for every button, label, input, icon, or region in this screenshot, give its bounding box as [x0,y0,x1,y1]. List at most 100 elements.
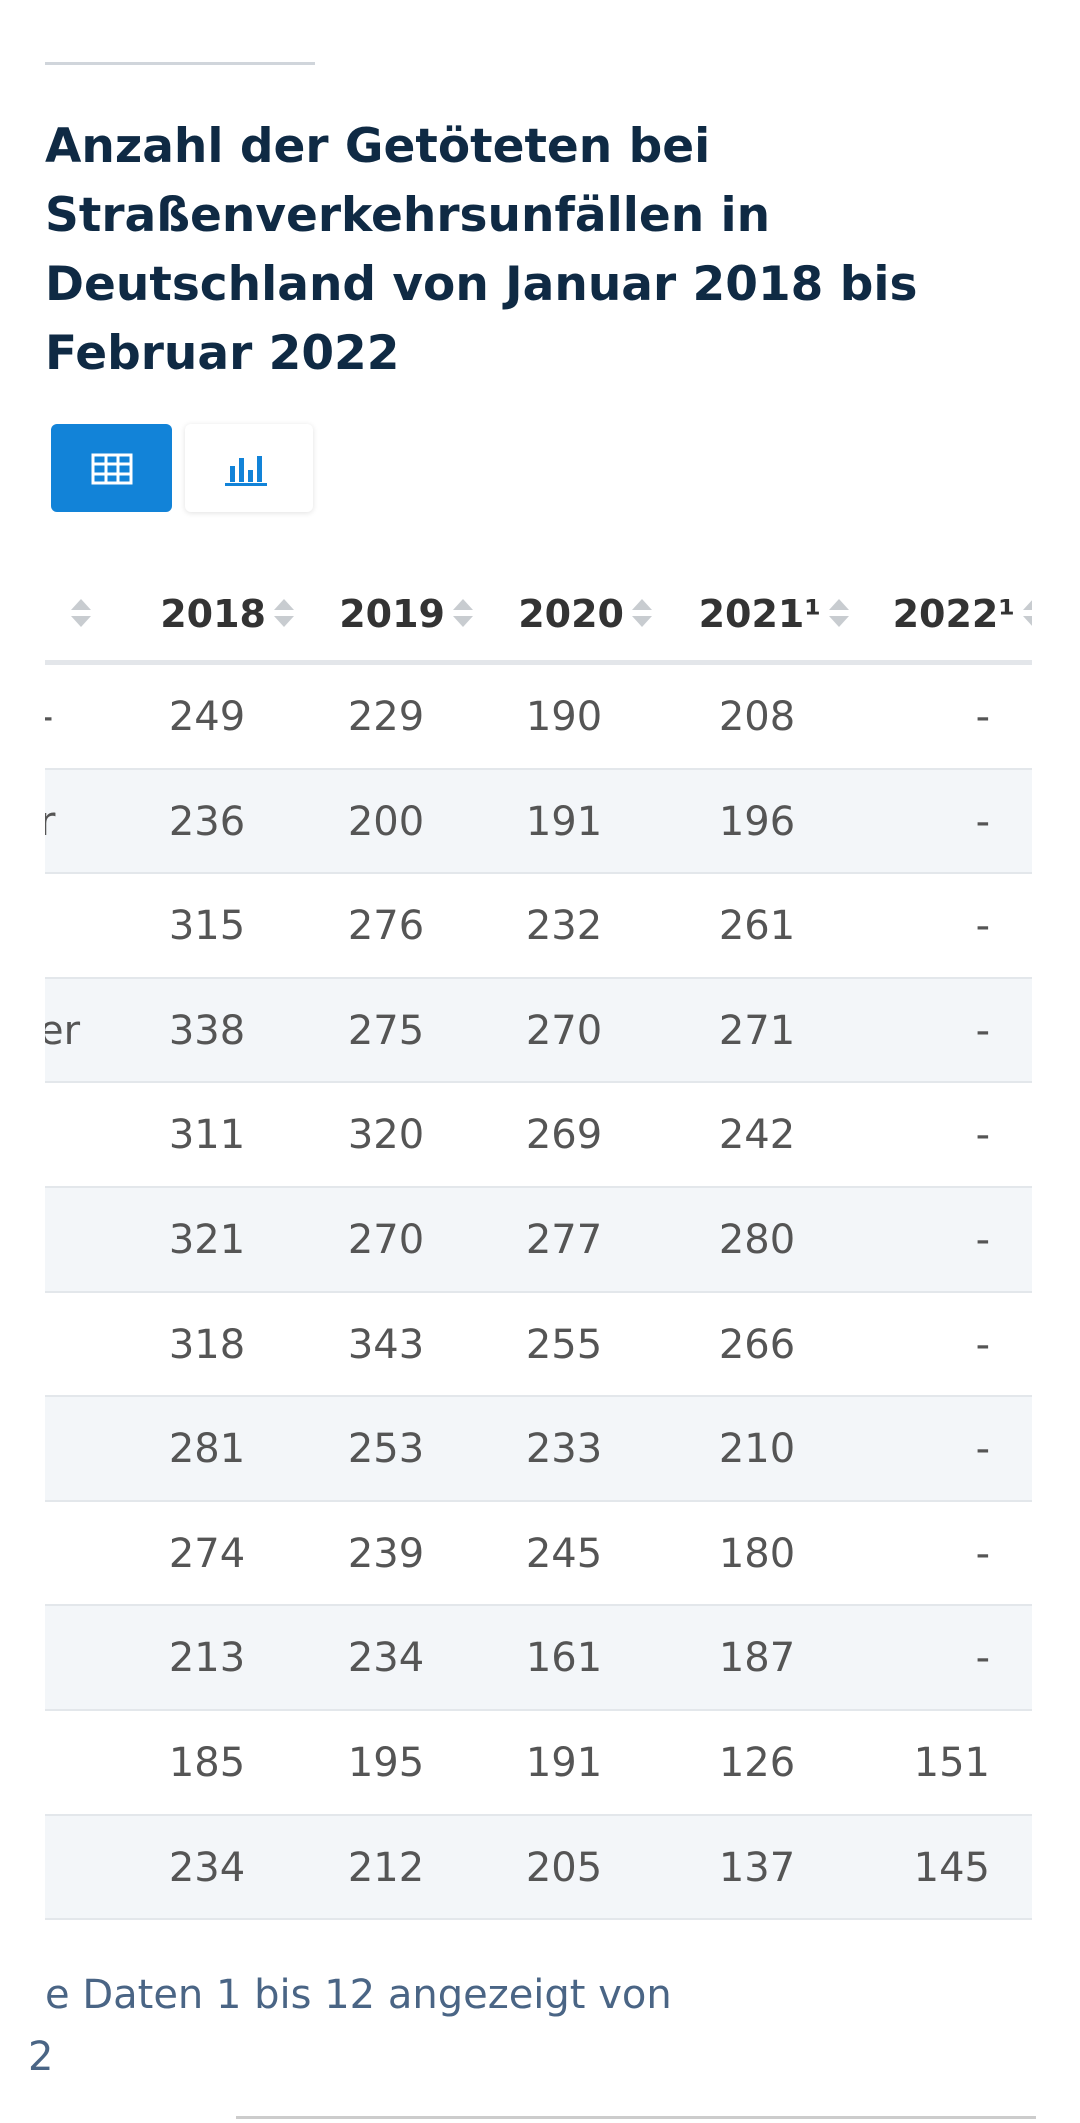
table-cell: 212 [347,1844,425,1891]
sort-icon [274,599,294,610]
table-cell: 318 [168,1321,246,1368]
column-header[interactable]: 2021¹ [698,592,821,636]
row-label: er [45,1007,81,1054]
table-cell: - [975,694,990,740]
scrollbar [236,2116,1036,2119]
table-cell: 315 [168,903,246,950]
table-cell: 196 [718,798,796,845]
table-cell: 276 [347,903,425,950]
table-row [45,1815,1032,1919]
row-label: r [45,798,56,845]
chart-title: Anzahl der Getöteten bei Straßenverkehrs… [45,119,918,381]
table-row [45,769,1032,873]
row-border [45,1290,1032,1293]
table-row [45,1606,1032,1709]
table-row [45,1188,1032,1291]
row-border [45,1499,1032,1502]
table-cell: 180 [718,1530,796,1577]
table-cell: - [975,1007,990,1054]
divider [45,62,315,65]
table-cell: 229 [347,694,425,740]
row-label: - [45,665,53,770]
table-row [45,978,1032,1082]
table-cell: 270 [525,1007,603,1054]
table-icon [91,453,133,485]
table-cell: 195 [347,1740,425,1786]
table-cell: 343 [347,1321,425,1368]
table-cell: 320 [347,1112,425,1159]
table-cell: 191 [525,798,603,845]
table-cell: 161 [525,1635,603,1682]
table-row [45,1292,1032,1396]
row-border [45,1395,1032,1398]
table-cell: 151 [913,1740,990,1786]
sort-icon [829,616,849,627]
table-cell: 239 [347,1530,425,1577]
column-header[interactable]: 2019 [339,592,445,636]
table-cell: 200 [347,798,425,845]
row-border [45,872,1032,875]
table-cell: 255 [525,1321,603,1368]
table-cell: 185 [168,1740,246,1786]
sort-icon [453,616,473,627]
sort-icon [274,616,294,627]
sort-icon [453,599,473,610]
table-cell: 311 [168,1112,246,1159]
column-header[interactable]: 2022¹ [892,592,1015,636]
table-cell: 210 [718,1426,796,1473]
table-row [45,1397,1032,1500]
table-cell: - [975,1112,990,1159]
sort-icon [1023,616,1032,627]
table-cell: - [975,1530,990,1577]
table-cell: 208 [718,694,796,740]
row-border [45,1186,1032,1188]
table-cell: 321 [168,1217,246,1263]
table-cell: 234 [168,1844,246,1891]
sort-icon [71,616,91,627]
row-border [45,1813,1032,1816]
table-cell: 249 [168,694,246,740]
table-cell: - [975,1635,990,1682]
chart-icon [225,456,267,486]
table-cell: 274 [168,1530,246,1577]
sort-icon [632,599,652,610]
data-table: 2018 2019 2020 2021¹ 2022¹ - 249 229 190 208 - r 236… [45,567,1032,1922]
table-cell: 137 [718,1844,796,1891]
table-row [45,1083,1032,1186]
table-view-button[interactable] [51,424,172,512]
table-cell: 191 [525,1740,603,1786]
table-cell: 270 [347,1217,425,1263]
row-border [45,1604,1032,1607]
column-header[interactable]: 2020 [518,592,624,636]
table-cell: 213 [168,1635,246,1682]
table-cell: 245 [525,1530,603,1577]
table-cell: - [975,1217,990,1263]
table-row [45,1711,1032,1814]
table-cell: 236 [168,798,246,845]
footer-text: e Daten 1 bis 12 angezeigt von [45,1972,672,2018]
table-cell: - [975,1321,990,1368]
footer-text: 2 [28,2034,54,2080]
table-cell: 338 [168,1007,246,1054]
table-cell: 271 [718,1007,796,1054]
table-cell: 233 [525,1426,603,1473]
table-cell: 242 [718,1112,796,1159]
header-border [45,660,1032,665]
table-cell: 253 [347,1426,425,1473]
table-cell: 190 [525,694,603,740]
table-cell: 261 [718,903,796,950]
row-border [45,1081,1032,1084]
sort-icon [1023,599,1032,610]
table-row [45,874,1032,977]
table-cell: 234 [347,1635,425,1682]
table-cell: - [975,798,990,845]
table-cell: 277 [525,1217,603,1263]
chart-view-button[interactable] [185,424,313,512]
table-row [45,665,1032,768]
column-header[interactable]: 2018 [160,592,266,636]
table-cell: - [975,903,990,950]
sort-icon [632,616,652,627]
table-cell: 280 [718,1217,796,1263]
row-border [45,767,1032,770]
